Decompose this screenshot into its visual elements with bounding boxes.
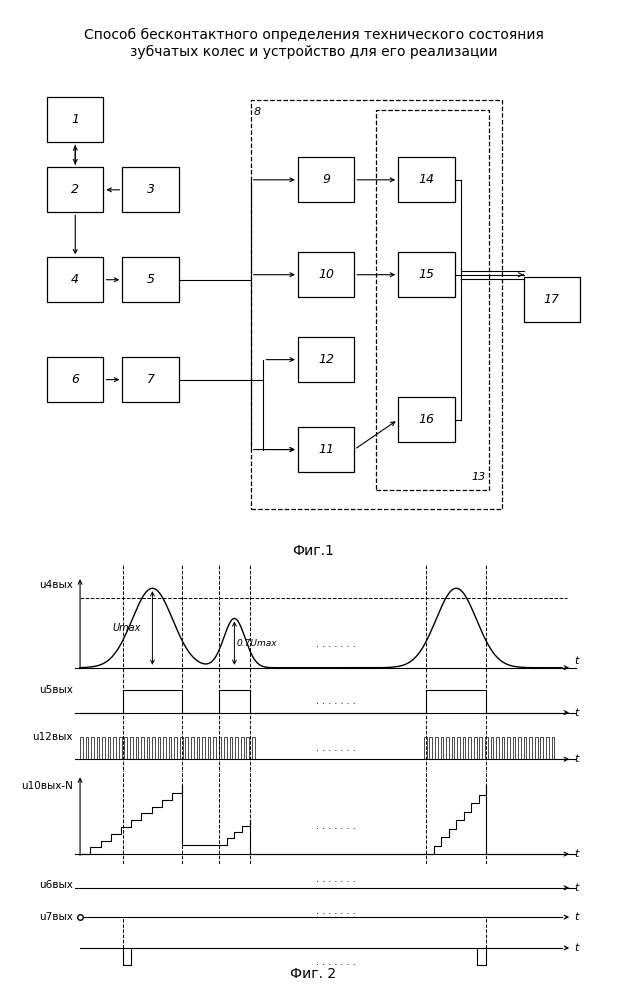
- Text: 5: 5: [147, 273, 154, 287]
- Text: 15: 15: [418, 268, 435, 282]
- Text: 8: 8: [254, 108, 261, 118]
- Text: t: t: [574, 754, 579, 764]
- Text: u12вых: u12вых: [33, 731, 73, 741]
- Bar: [298, 428, 354, 473]
- Text: t: t: [574, 912, 579, 922]
- Bar: [524, 277, 580, 322]
- Text: 0.7Umax: 0.7Umax: [237, 639, 277, 648]
- Text: u7вых: u7вых: [39, 912, 73, 922]
- Bar: [298, 338, 354, 383]
- Bar: [398, 253, 455, 298]
- Text: 10: 10: [318, 268, 334, 282]
- Bar: [298, 158, 354, 203]
- Text: t: t: [574, 883, 579, 893]
- Bar: [47, 257, 103, 302]
- Text: Umax: Umax: [112, 623, 140, 633]
- Text: . . . . . . .: . . . . . . .: [316, 957, 356, 967]
- Text: 11: 11: [318, 443, 334, 457]
- Bar: [251, 100, 502, 509]
- Text: . . . . . . .: . . . . . . .: [316, 874, 356, 884]
- Text: 2: 2: [71, 183, 79, 197]
- Text: 13: 13: [472, 472, 486, 483]
- Text: 7: 7: [147, 373, 154, 387]
- Text: u10вых-N: u10вых-N: [21, 781, 73, 791]
- Text: Способ бесконтактного определения технического состояния: Способ бесконтактного определения технич…: [83, 28, 544, 42]
- Bar: [298, 253, 354, 298]
- Text: t: t: [574, 943, 579, 953]
- Bar: [398, 397, 455, 442]
- Bar: [47, 98, 103, 143]
- Text: . . . . . . .: . . . . . . .: [316, 821, 356, 831]
- Text: 14: 14: [418, 173, 435, 187]
- Text: зубчатых колес и устройство для его реализации: зубчатых колес и устройство для его реал…: [130, 45, 497, 59]
- Text: Фиг. 2: Фиг. 2: [290, 967, 337, 981]
- Text: 12: 12: [318, 353, 334, 367]
- Bar: [122, 257, 179, 302]
- Text: 9: 9: [322, 173, 330, 187]
- Bar: [376, 110, 489, 490]
- Text: t: t: [574, 707, 579, 717]
- Bar: [47, 358, 103, 403]
- Text: u4вых: u4вых: [39, 580, 73, 590]
- Text: u6вых: u6вых: [39, 880, 73, 890]
- Text: 4: 4: [71, 273, 79, 287]
- Text: 6: 6: [71, 373, 79, 387]
- Text: . . . . . . .: . . . . . . .: [316, 906, 356, 916]
- Text: 3: 3: [147, 183, 154, 197]
- Text: . . . . . . .: . . . . . . .: [316, 743, 356, 753]
- Text: 17: 17: [544, 293, 560, 307]
- Text: u5вых: u5вых: [39, 685, 73, 695]
- Bar: [398, 158, 455, 203]
- Text: . . . . . . .: . . . . . . .: [316, 639, 356, 649]
- Text: 1: 1: [71, 113, 79, 127]
- Text: Фиг.1: Фиг.1: [293, 544, 334, 558]
- Text: 16: 16: [418, 413, 435, 427]
- Text: . . . . . . .: . . . . . . .: [316, 696, 356, 706]
- Text: t: t: [574, 849, 579, 859]
- Bar: [47, 168, 103, 213]
- Text: t: t: [574, 656, 579, 666]
- Bar: [122, 168, 179, 213]
- Bar: [122, 358, 179, 403]
